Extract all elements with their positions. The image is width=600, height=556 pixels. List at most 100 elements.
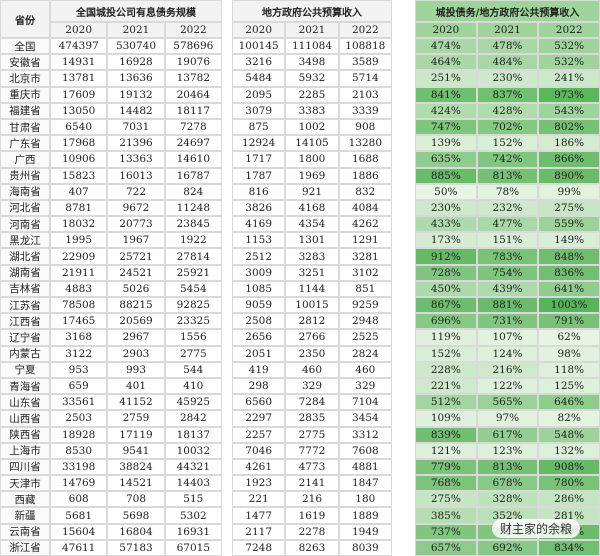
value-cell: 866% bbox=[538, 151, 600, 168]
value-cell: 2835 bbox=[285, 410, 339, 427]
value-cell: 1787 bbox=[232, 167, 286, 184]
value-cell: 544 bbox=[164, 361, 222, 378]
value-cell: 2503 bbox=[50, 410, 108, 427]
province-cell: 贵州省 bbox=[0, 167, 50, 184]
value-cell: 122% bbox=[476, 377, 539, 395]
value-cell: 98% bbox=[538, 345, 600, 362]
value-cell: 3312 bbox=[338, 426, 392, 443]
value-cell: 1923 bbox=[232, 475, 286, 492]
province-cell: 重庆市 bbox=[0, 86, 50, 103]
province-cell: 云南省 bbox=[0, 523, 50, 540]
value-cell: 5681 bbox=[50, 507, 108, 524]
province-cell: 湖南省 bbox=[0, 264, 50, 281]
year-header: 2022 bbox=[164, 22, 222, 38]
value-cell: 3122 bbox=[50, 345, 108, 362]
value-cell: 67015 bbox=[164, 539, 222, 556]
value-cell: 124% bbox=[476, 345, 539, 362]
value-cell: 410 bbox=[164, 377, 222, 395]
value-cell: 908 bbox=[338, 118, 392, 136]
value-cell: 1967 bbox=[107, 232, 165, 249]
value-cell: 14521 bbox=[107, 475, 165, 492]
value-cell: 3079 bbox=[232, 102, 286, 119]
value-cell: 780% bbox=[538, 475, 600, 492]
value-cell: 100145 bbox=[232, 38, 286, 55]
value-cell: 401 bbox=[107, 377, 165, 395]
value-cell: 747% bbox=[415, 118, 477, 136]
value-cell: 7046 bbox=[232, 442, 286, 459]
value-cell: 659 bbox=[50, 377, 108, 395]
value-cell: 702% bbox=[476, 118, 539, 136]
province-cell: 北京市 bbox=[0, 70, 50, 87]
value-cell: 1556 bbox=[164, 329, 222, 346]
value-cell: 45925 bbox=[164, 394, 222, 411]
value-cell: 78% bbox=[476, 183, 539, 200]
province-cell: 江苏省 bbox=[0, 297, 50, 314]
value-cell: 216% bbox=[476, 361, 539, 378]
value-cell: 14769 bbox=[50, 475, 108, 492]
value-cell: 14931 bbox=[50, 54, 108, 71]
year-header: 2020 bbox=[50, 22, 108, 38]
value-cell: 12924 bbox=[232, 135, 286, 152]
value-cell: 107% bbox=[476, 329, 539, 346]
value-cell: 512% bbox=[415, 394, 477, 411]
group-header: 地方政府公共预算收入 bbox=[232, 0, 392, 22]
value-cell: 532% bbox=[538, 54, 600, 71]
value-cell: 16804 bbox=[107, 523, 165, 540]
value-cell: 851 bbox=[338, 280, 392, 297]
value-cell: 816 bbox=[232, 183, 286, 200]
value-cell: 813% bbox=[476, 458, 539, 476]
year-header: 2021 bbox=[107, 22, 165, 38]
value-cell: 953 bbox=[50, 361, 108, 378]
value-cell: 16931 bbox=[164, 523, 222, 540]
year-header: 2022 bbox=[338, 22, 392, 38]
value-cell: 921 bbox=[285, 183, 339, 200]
value-cell: 17609 bbox=[50, 86, 108, 103]
value-cell: 88215 bbox=[107, 297, 165, 314]
value-cell: 13636 bbox=[107, 70, 165, 87]
value-cell: 4261 bbox=[232, 458, 286, 476]
value-cell: 41152 bbox=[107, 394, 165, 411]
value-cell: 791% bbox=[538, 313, 600, 330]
province-cell: 全国 bbox=[0, 38, 50, 55]
province-cell: 甘肃省 bbox=[0, 118, 50, 136]
value-cell: 731% bbox=[476, 313, 539, 330]
province-cell: 宁夏 bbox=[0, 361, 50, 378]
value-cell: 1153 bbox=[232, 232, 286, 249]
value-cell: 474397 bbox=[50, 38, 108, 55]
value-cell: 515 bbox=[164, 491, 222, 508]
value-cell: 57183 bbox=[107, 539, 165, 556]
year-header: 2022 bbox=[538, 22, 600, 38]
value-cell: 6540 bbox=[50, 118, 108, 136]
value-cell: 18117 bbox=[164, 102, 222, 119]
value-cell: 3102 bbox=[338, 264, 392, 281]
value-cell: 1002 bbox=[285, 118, 339, 136]
value-cell: 17119 bbox=[107, 426, 165, 443]
value-cell: 5026 bbox=[107, 280, 165, 297]
value-cell: 38824 bbox=[107, 458, 165, 476]
value-cell: 2775 bbox=[164, 345, 222, 362]
value-cell: 25921 bbox=[164, 264, 222, 281]
value-cell: 328% bbox=[476, 491, 539, 508]
value-cell: 216 bbox=[285, 491, 339, 508]
value-cell: 275% bbox=[538, 199, 600, 217]
value-cell: 18137 bbox=[164, 426, 222, 443]
value-cell: 62% bbox=[538, 329, 600, 346]
value-cell: 839% bbox=[415, 426, 477, 443]
value-cell: 9259 bbox=[338, 297, 392, 314]
value-cell: 119% bbox=[415, 329, 477, 346]
value-cell: 875 bbox=[232, 118, 286, 136]
value-cell: 97% bbox=[476, 410, 539, 427]
value-cell: 2512 bbox=[232, 248, 286, 265]
value-cell: 641% bbox=[538, 280, 600, 297]
value-cell: 836% bbox=[538, 264, 600, 281]
province-cell: 广东省 bbox=[0, 135, 50, 152]
value-cell: 1291 bbox=[338, 232, 392, 249]
value-cell: 646% bbox=[538, 394, 600, 411]
value-cell: 908% bbox=[538, 458, 600, 476]
province-cell: 天津市 bbox=[0, 475, 50, 492]
value-cell: 802% bbox=[538, 118, 600, 136]
value-cell: 8781 bbox=[50, 199, 108, 217]
value-cell: 8039 bbox=[338, 539, 392, 556]
province-cell: 西藏 bbox=[0, 491, 50, 508]
value-cell: 783% bbox=[476, 248, 539, 265]
